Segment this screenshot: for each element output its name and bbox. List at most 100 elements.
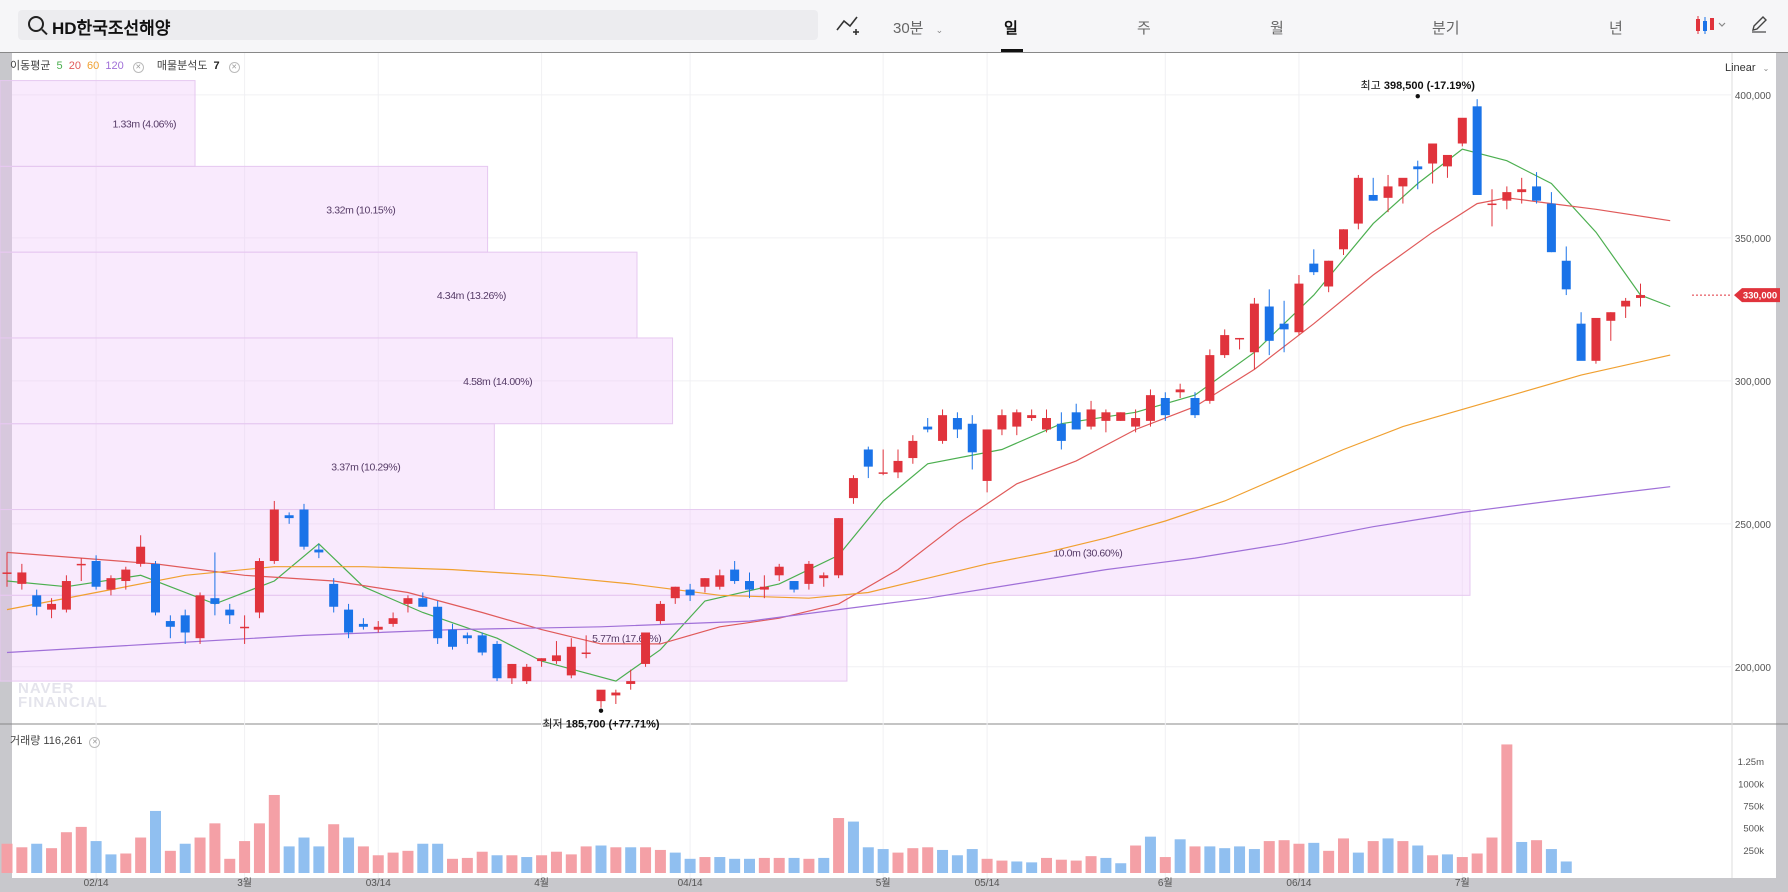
volume-bar <box>328 824 340 873</box>
volume-bar <box>179 843 191 873</box>
candle-body <box>566 646 576 676</box>
candle <box>745 572 754 599</box>
close-volume-legend-icon[interactable]: ✕ <box>89 737 101 748</box>
candle <box>1294 275 1304 336</box>
candle-body <box>299 509 309 547</box>
candle-body <box>1353 177 1363 224</box>
candle <box>136 535 146 567</box>
volume-profile-label: 3.37m (10.29%) <box>331 462 400 474</box>
candle-body <box>2 572 12 574</box>
chevron-down-icon: ⌄ <box>935 25 944 35</box>
candle-body <box>165 621 175 627</box>
low-marker <box>598 708 604 713</box>
candle-body <box>254 561 264 613</box>
volume-bar <box>135 837 147 873</box>
x-tick-label: 06/14 <box>1286 878 1311 889</box>
candle <box>269 500 279 564</box>
volume-bar <box>194 837 206 873</box>
current-price-label: 330,000 <box>1743 291 1777 302</box>
tab-day[interactable]: 일 <box>1004 20 1018 37</box>
candle-body <box>819 575 829 579</box>
high-annotation: 최고 398,500 (-17.19%) <box>1361 79 1476 92</box>
stock-search-box[interactable]: HD한국조선해양 <box>18 10 818 40</box>
volume-bar <box>357 846 369 873</box>
volume-bar <box>1412 845 1424 873</box>
candle <box>848 475 858 504</box>
candle-body <box>1368 194 1378 201</box>
candle <box>1205 349 1215 404</box>
volume-bar <box>981 858 993 873</box>
volume-bar <box>461 857 473 873</box>
candle <box>1131 409 1141 433</box>
x-tick-label: 04/14 <box>678 878 703 889</box>
candle <box>344 603 354 639</box>
candle-body <box>61 581 71 610</box>
candle <box>566 638 576 679</box>
candle <box>254 558 264 619</box>
volume-bar <box>1248 849 1260 873</box>
candle-body <box>136 546 146 564</box>
volume-bar <box>164 850 176 873</box>
tab-month[interactable]: 월 <box>1270 20 1284 37</box>
annotation-layer: 330,000 최고 398,500 (-17.19%) 최저 185,700 (+… <box>542 79 1780 731</box>
candle <box>522 663 532 684</box>
search-icon[interactable] <box>28 16 44 32</box>
volume-bar <box>1456 857 1468 873</box>
candlestick-type-icon[interactable] <box>1694 15 1726 35</box>
volume-legend: 거래량 116,261 ✕ <box>10 732 101 748</box>
volume-profile-layer: 1.33m (4.06%) 3.32m (10.15%) 4.34m (13.26%… <box>0 80 1471 682</box>
volume-bar <box>803 858 815 873</box>
active-tab-indicator <box>1001 49 1023 52</box>
pencil-icon[interactable] <box>1750 15 1768 33</box>
candle-body <box>878 472 888 474</box>
volume-profile-bar <box>0 594 848 682</box>
tab-week[interactable]: 주 <box>1137 20 1151 37</box>
volume-bar <box>343 837 355 873</box>
volume-tick-label: 500k <box>1743 824 1764 835</box>
close-ma-legend-icon[interactable]: ✕ <box>132 62 144 73</box>
bottom-frame-edge <box>0 878 1788 892</box>
volume-bar <box>684 858 696 873</box>
volume-profile-bar <box>0 251 638 339</box>
volume-bar <box>654 849 666 873</box>
candle-body <box>1636 295 1645 298</box>
candle <box>91 555 101 590</box>
moving-average-5 <box>6 148 1671 682</box>
volume-bar <box>951 855 963 873</box>
volume-bar <box>1323 850 1335 873</box>
scale-selector[interactable]: Linear ⌄ <box>1725 62 1770 74</box>
candle <box>47 598 57 619</box>
y-tick-label: 400,000 <box>1735 91 1772 102</box>
volume-profile-bar <box>0 423 495 511</box>
candle <box>106 575 116 596</box>
tab-quarter[interactable]: 분기 <box>1432 20 1460 37</box>
volume-bar <box>1427 855 1439 873</box>
indicator-legend: 이동평균 5 20 60 120 ✕ 매물분석도 7 ✕ <box>10 57 250 73</box>
volume-bar <box>313 846 325 873</box>
candle <box>715 569 725 590</box>
interval-dropdown[interactable]: 30분 ⌄ <box>893 20 944 37</box>
volume-bar <box>1130 845 1142 873</box>
volume-bar <box>1486 837 1498 873</box>
candle-body <box>47 603 57 610</box>
candle <box>938 409 948 444</box>
candle <box>1175 383 1185 399</box>
volume-bar <box>75 826 87 873</box>
volume-bar <box>16 847 28 873</box>
candle-body <box>180 615 190 633</box>
candle-body <box>1145 395 1155 421</box>
volume-bar <box>1041 857 1052 873</box>
candle <box>329 578 339 613</box>
candle <box>893 449 903 479</box>
volume-bar <box>773 857 785 873</box>
close-profile-legend-icon[interactable]: ✕ <box>228 62 240 73</box>
candle-body <box>952 418 962 430</box>
volume-tick-label: 1000k <box>1738 779 1764 790</box>
candle <box>1339 229 1348 256</box>
candle <box>314 543 324 559</box>
candle <box>1190 392 1200 419</box>
volume-bar <box>833 818 845 873</box>
tab-year[interactable]: 년 <box>1609 20 1623 37</box>
drawing-tool-icon[interactable] <box>836 14 860 36</box>
